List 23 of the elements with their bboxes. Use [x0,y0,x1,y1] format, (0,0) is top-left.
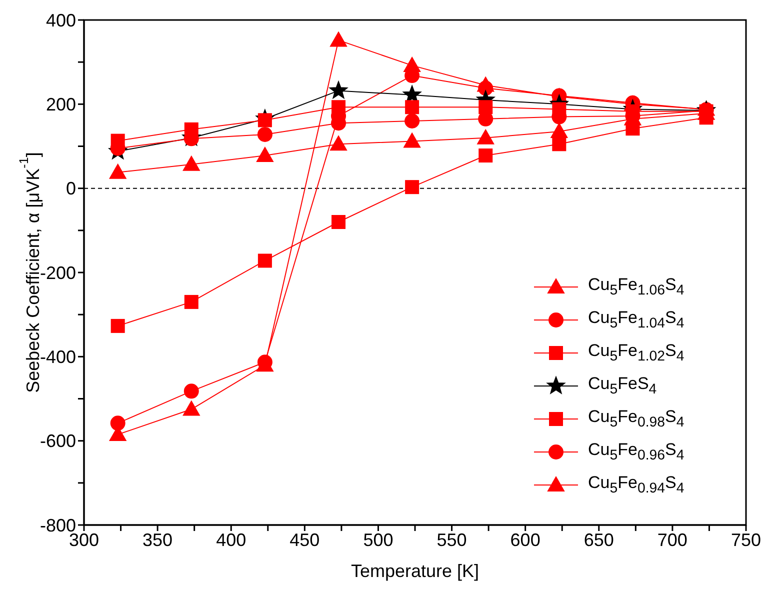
legend-label: Cu$_{5}$Fe$_{0.98}$S$_{4}$ [588,406,684,430]
x-tick-label: 600 [510,530,540,550]
legend-label: Cu$_{5}$Fe$_{0.96}$S$_{4}$ [588,440,684,464]
legend-label: Cu$_{5}$Fe$_{1.02}$S$_{4}$ [588,340,684,364]
legend-label: Cu$_{5}$FeS$_{4}$ [588,374,657,398]
legend-label: Cu$_{5}$Fe$_{1.04}$S$_{4}$ [588,308,684,332]
x-axis-title: Temperature [K] [350,561,480,581]
x-tick-label: 450 [290,530,320,550]
y-tick-label: 400 [46,10,76,30]
x-tick-label: 550 [436,530,467,550]
x-tick-label: 700 [657,530,688,550]
x-tick-label: 500 [363,530,394,550]
x-tick-label: 350 [142,530,173,550]
y-tick-label: -200 [40,262,76,283]
legend-label: Cu$_{5}$Fe$_{1.06}$S$_{4}$ [588,274,684,298]
x-tick-label: 400 [216,530,246,550]
x-tick-label: 750 [730,530,762,550]
y-tick-label: 200 [46,94,76,115]
y-tick-label: -600 [40,431,76,452]
legend-label: Cu$_{5}$Fe$_{0.94}$S$_{4}$ [588,472,684,496]
x-tick-label: 650 [584,530,614,550]
y-tick-label: 0 [66,178,76,199]
y-tick-label: -400 [40,347,76,368]
